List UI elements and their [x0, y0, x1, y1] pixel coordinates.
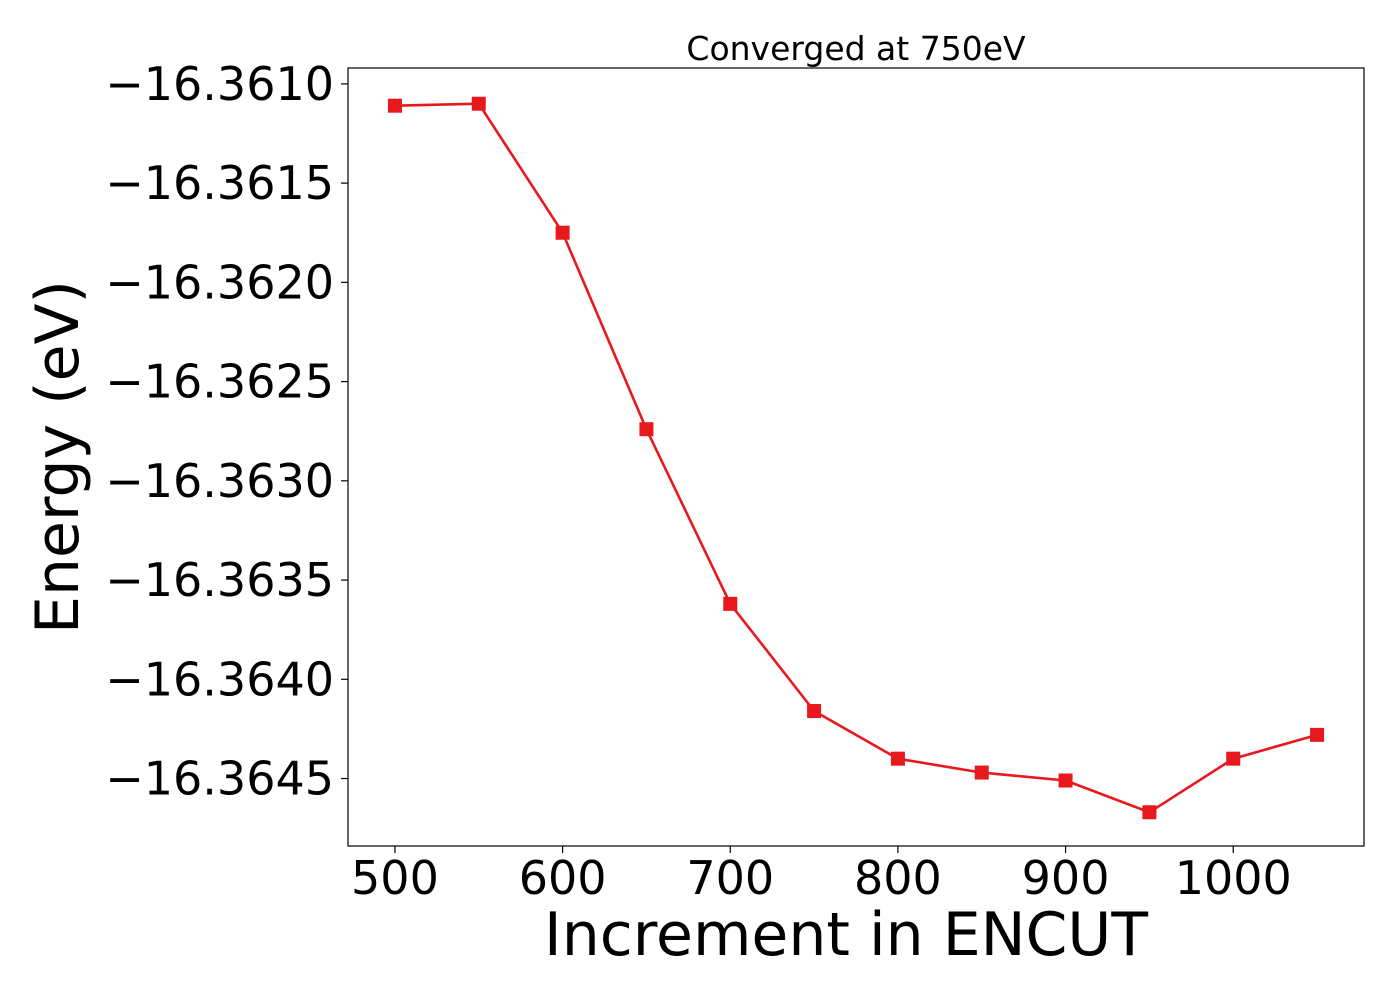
- chart-title: Converged at 750eV: [686, 29, 1026, 68]
- y-tick-label: −16.3620: [105, 255, 334, 309]
- data-point: [1142, 805, 1157, 820]
- y-tick-label: −16.3640: [105, 652, 334, 706]
- x-tick-label: 900: [1022, 851, 1110, 905]
- y-tick-label: −16.3645: [105, 752, 334, 806]
- data-point: [723, 596, 738, 611]
- x-axis-title: Increment in ENCUT: [544, 900, 1148, 970]
- plot-area: [387, 96, 1325, 820]
- data-point: [974, 765, 989, 780]
- x-tick-label: 800: [854, 851, 942, 905]
- data-point: [471, 96, 486, 111]
- x-tick-label: 1000: [1175, 851, 1292, 905]
- y-tick-label: −16.3625: [105, 355, 334, 409]
- data-point: [890, 751, 905, 766]
- x-tick-label: 500: [351, 851, 439, 905]
- x-axis: 500 600 700 800 900 1000: [351, 846, 1292, 905]
- x-tick-label: 600: [519, 851, 607, 905]
- axes-frame: [347, 67, 1365, 847]
- data-point: [1310, 727, 1325, 742]
- y-tick-label: −16.3610: [105, 57, 334, 111]
- data-point: [639, 422, 654, 437]
- y-tick-label: −16.3635: [105, 553, 334, 607]
- series-line: [394, 102, 1318, 814]
- data-point: [1058, 773, 1073, 788]
- data-point: [807, 704, 822, 719]
- x-tick-label: 700: [686, 851, 774, 905]
- y-axis-title: Energy (eV): [23, 280, 93, 634]
- data-point: [1226, 751, 1241, 766]
- data-point: [555, 225, 570, 240]
- y-axis: −16.3610 −16.3615 −16.3620 −16.3625 −16.3630…: [105, 57, 348, 806]
- y-tick-label: −16.3630: [105, 454, 334, 508]
- data-point: [387, 98, 402, 113]
- y-tick-label: −16.3615: [105, 156, 334, 210]
